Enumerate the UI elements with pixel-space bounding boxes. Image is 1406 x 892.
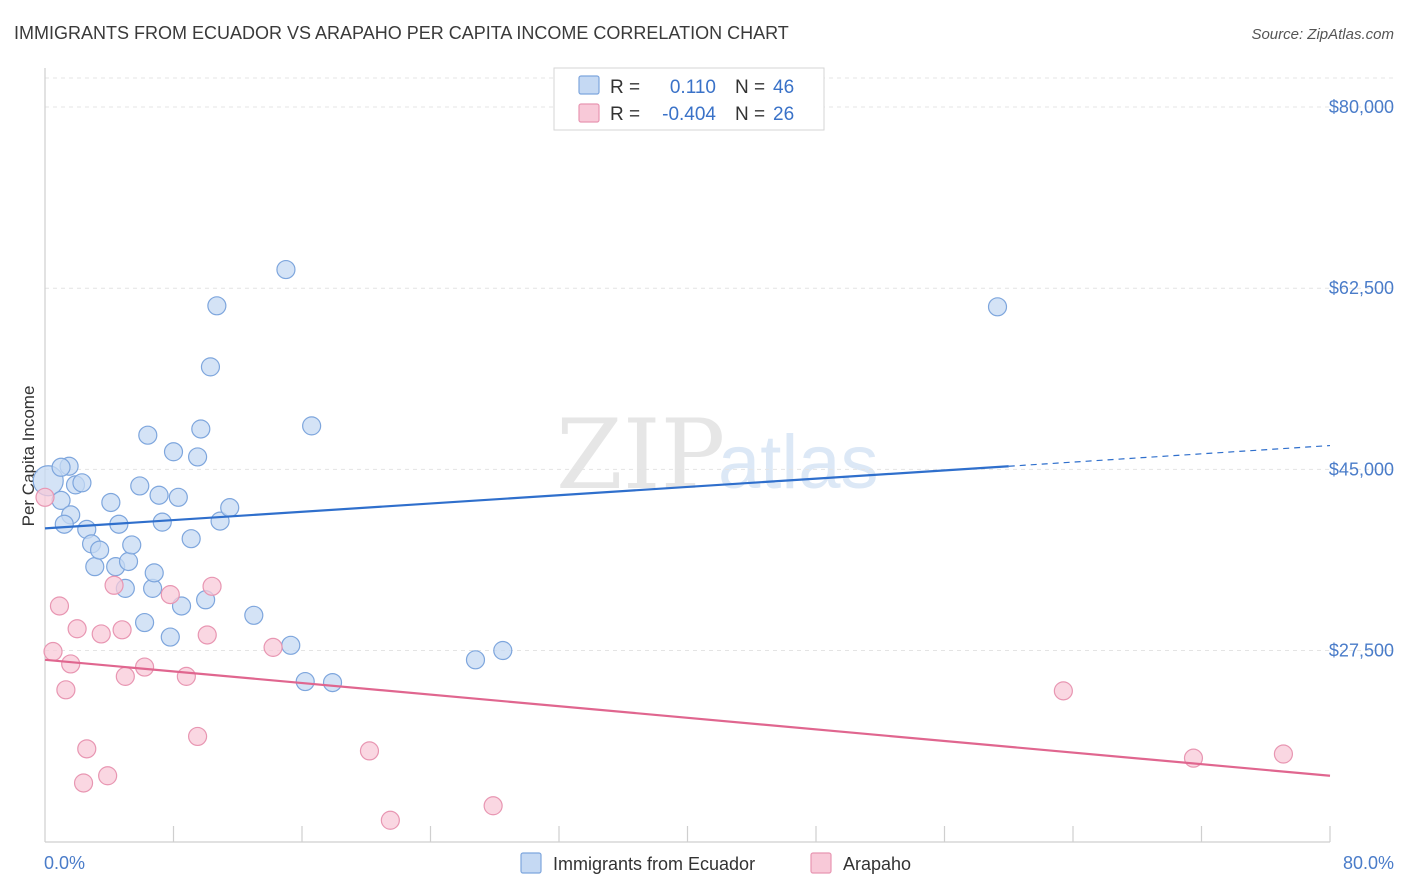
- axes: [44, 68, 1331, 843]
- ecuador-trend-line: [44, 465, 1009, 530]
- series-legend-label-ecuador: Immigrants from Ecuador: [553, 854, 755, 874]
- ecuador-point-15: [118, 551, 139, 572]
- arapaho-point-6: [73, 773, 94, 793]
- y-tick-label-3: $80,000: [1329, 97, 1394, 117]
- series-arapaho-points: [35, 487, 1294, 830]
- arapaho-point-18: [202, 576, 222, 596]
- arapaho-point-11: [112, 620, 132, 640]
- arapaho-point-23: [1053, 681, 1073, 701]
- ecuador-point-25: [168, 487, 188, 507]
- trend-lines: [44, 444, 1331, 777]
- series-legend-label-arapaho: Arapaho: [843, 854, 911, 874]
- legend-n-label-arapaho: N =: [735, 104, 765, 125]
- x-tick-min: 0.0%: [44, 853, 85, 873]
- legend-r-label-ecuador: R =: [610, 77, 640, 98]
- ecuador-point-34: [220, 498, 240, 518]
- ecuador-point-23: [160, 627, 180, 647]
- series-legend: Immigrants from Ecuador Arapaho: [520, 852, 911, 874]
- x-tick-max: 80.0%: [1343, 853, 1394, 873]
- ecuador-point-28: [187, 447, 208, 467]
- ecuador-trend-extension: [1008, 444, 1331, 467]
- ecuador-point-39: [302, 416, 322, 436]
- arapaho-point-25: [1273, 744, 1294, 764]
- arapaho-point-14: [160, 585, 180, 605]
- ecuador-point-10: [90, 540, 110, 560]
- ecuador-point-41: [465, 650, 486, 670]
- arapaho-point-15: [176, 666, 196, 686]
- arapaho-point-2: [49, 596, 70, 616]
- legend-n-value-arapaho: 26: [773, 104, 794, 125]
- ecuador-point-35: [244, 605, 264, 625]
- arapaho-point-19: [263, 637, 283, 657]
- legend-r-value-ecuador: 0.110: [670, 77, 716, 98]
- ecuador-point-6: [72, 473, 92, 493]
- watermark-zip: ZIP: [556, 399, 725, 511]
- ecuador-point-21: [149, 485, 169, 505]
- ecuador-point-19: [138, 425, 158, 445]
- ecuador-point-37: [281, 635, 301, 655]
- watermark-atlas: atlas: [718, 420, 879, 505]
- ecuador-point-43: [987, 297, 1008, 317]
- arapaho-point-8: [91, 624, 111, 644]
- arapaho-point-0: [35, 487, 55, 507]
- ecuador-point-17: [130, 476, 150, 496]
- arapaho-point-5: [67, 619, 87, 639]
- arapaho-point-7: [77, 739, 97, 759]
- legend-n-value-ecuador: 46: [773, 77, 794, 98]
- arapaho-point-21: [380, 810, 400, 830]
- y-axis-label: Per Capita Income: [19, 386, 38, 527]
- ecuador-point-11: [101, 492, 121, 513]
- ecuador-point-45: [144, 563, 164, 583]
- ecuador-point-16: [122, 535, 142, 555]
- legend-swatch-ecuador: [578, 75, 600, 95]
- legend-r-value-arapaho: -0.404: [662, 104, 716, 125]
- arapaho-trend-line: [44, 658, 1331, 777]
- ecuador-point-4: [54, 514, 74, 534]
- gridlines: [45, 77, 1394, 651]
- arapaho-point-12: [115, 666, 135, 686]
- zipatlas-watermark: ZIP atlas: [556, 399, 879, 511]
- y-tick-labels: $27,500 $45,000 $62,500 $80,000: [1329, 97, 1394, 660]
- ecuador-point-24: [163, 442, 184, 462]
- arapaho-point-10: [104, 575, 124, 595]
- ecuador-point-9: [85, 557, 105, 577]
- arapaho-point-4: [61, 654, 81, 674]
- ecuador-point-40: [322, 672, 343, 693]
- series-legend-swatch-arapaho: [810, 852, 832, 874]
- ecuador-point-31: [200, 357, 221, 377]
- arapaho-point-22: [483, 796, 503, 816]
- chart-source: Source: ZipAtlas.com: [1251, 26, 1394, 43]
- y-tick-label-0: $27,500: [1329, 641, 1394, 661]
- ecuador-point-27: [181, 529, 201, 549]
- arapaho-point-13: [134, 657, 155, 677]
- chart-title: IMMIGRANTS FROM ECUADOR VS ARAPAHO PER C…: [14, 23, 789, 43]
- legend-r-label-arapaho: R =: [610, 104, 640, 125]
- arapaho-point-16: [187, 726, 208, 747]
- ecuador-point-36: [276, 259, 296, 280]
- arapaho-point-1: [43, 641, 63, 662]
- ecuador-point-29: [191, 419, 211, 439]
- ecuador-point-26: [171, 596, 192, 616]
- y-tick-label-1: $45,000: [1329, 459, 1394, 479]
- series-legend-swatch-ecuador: [520, 852, 542, 874]
- legend-swatch-arapaho: [578, 103, 600, 123]
- legend-n-label-ecuador: N =: [735, 77, 765, 98]
- arapaho-point-9: [98, 766, 118, 786]
- ecuador-point-32: [207, 296, 227, 316]
- stats-legend: R = 0.110 N = 46 R = -0.404 N = 26: [553, 67, 825, 131]
- ecuador-point-18: [134, 612, 155, 633]
- arapaho-point-20: [359, 741, 380, 761]
- arapaho-point-17: [197, 625, 217, 645]
- ecuador-point-42: [493, 640, 513, 661]
- y-tick-label-2: $62,500: [1329, 278, 1394, 298]
- ecuador-point-44: [51, 457, 71, 477]
- ecuador-point-38: [295, 671, 315, 692]
- arapaho-point-3: [56, 680, 76, 700]
